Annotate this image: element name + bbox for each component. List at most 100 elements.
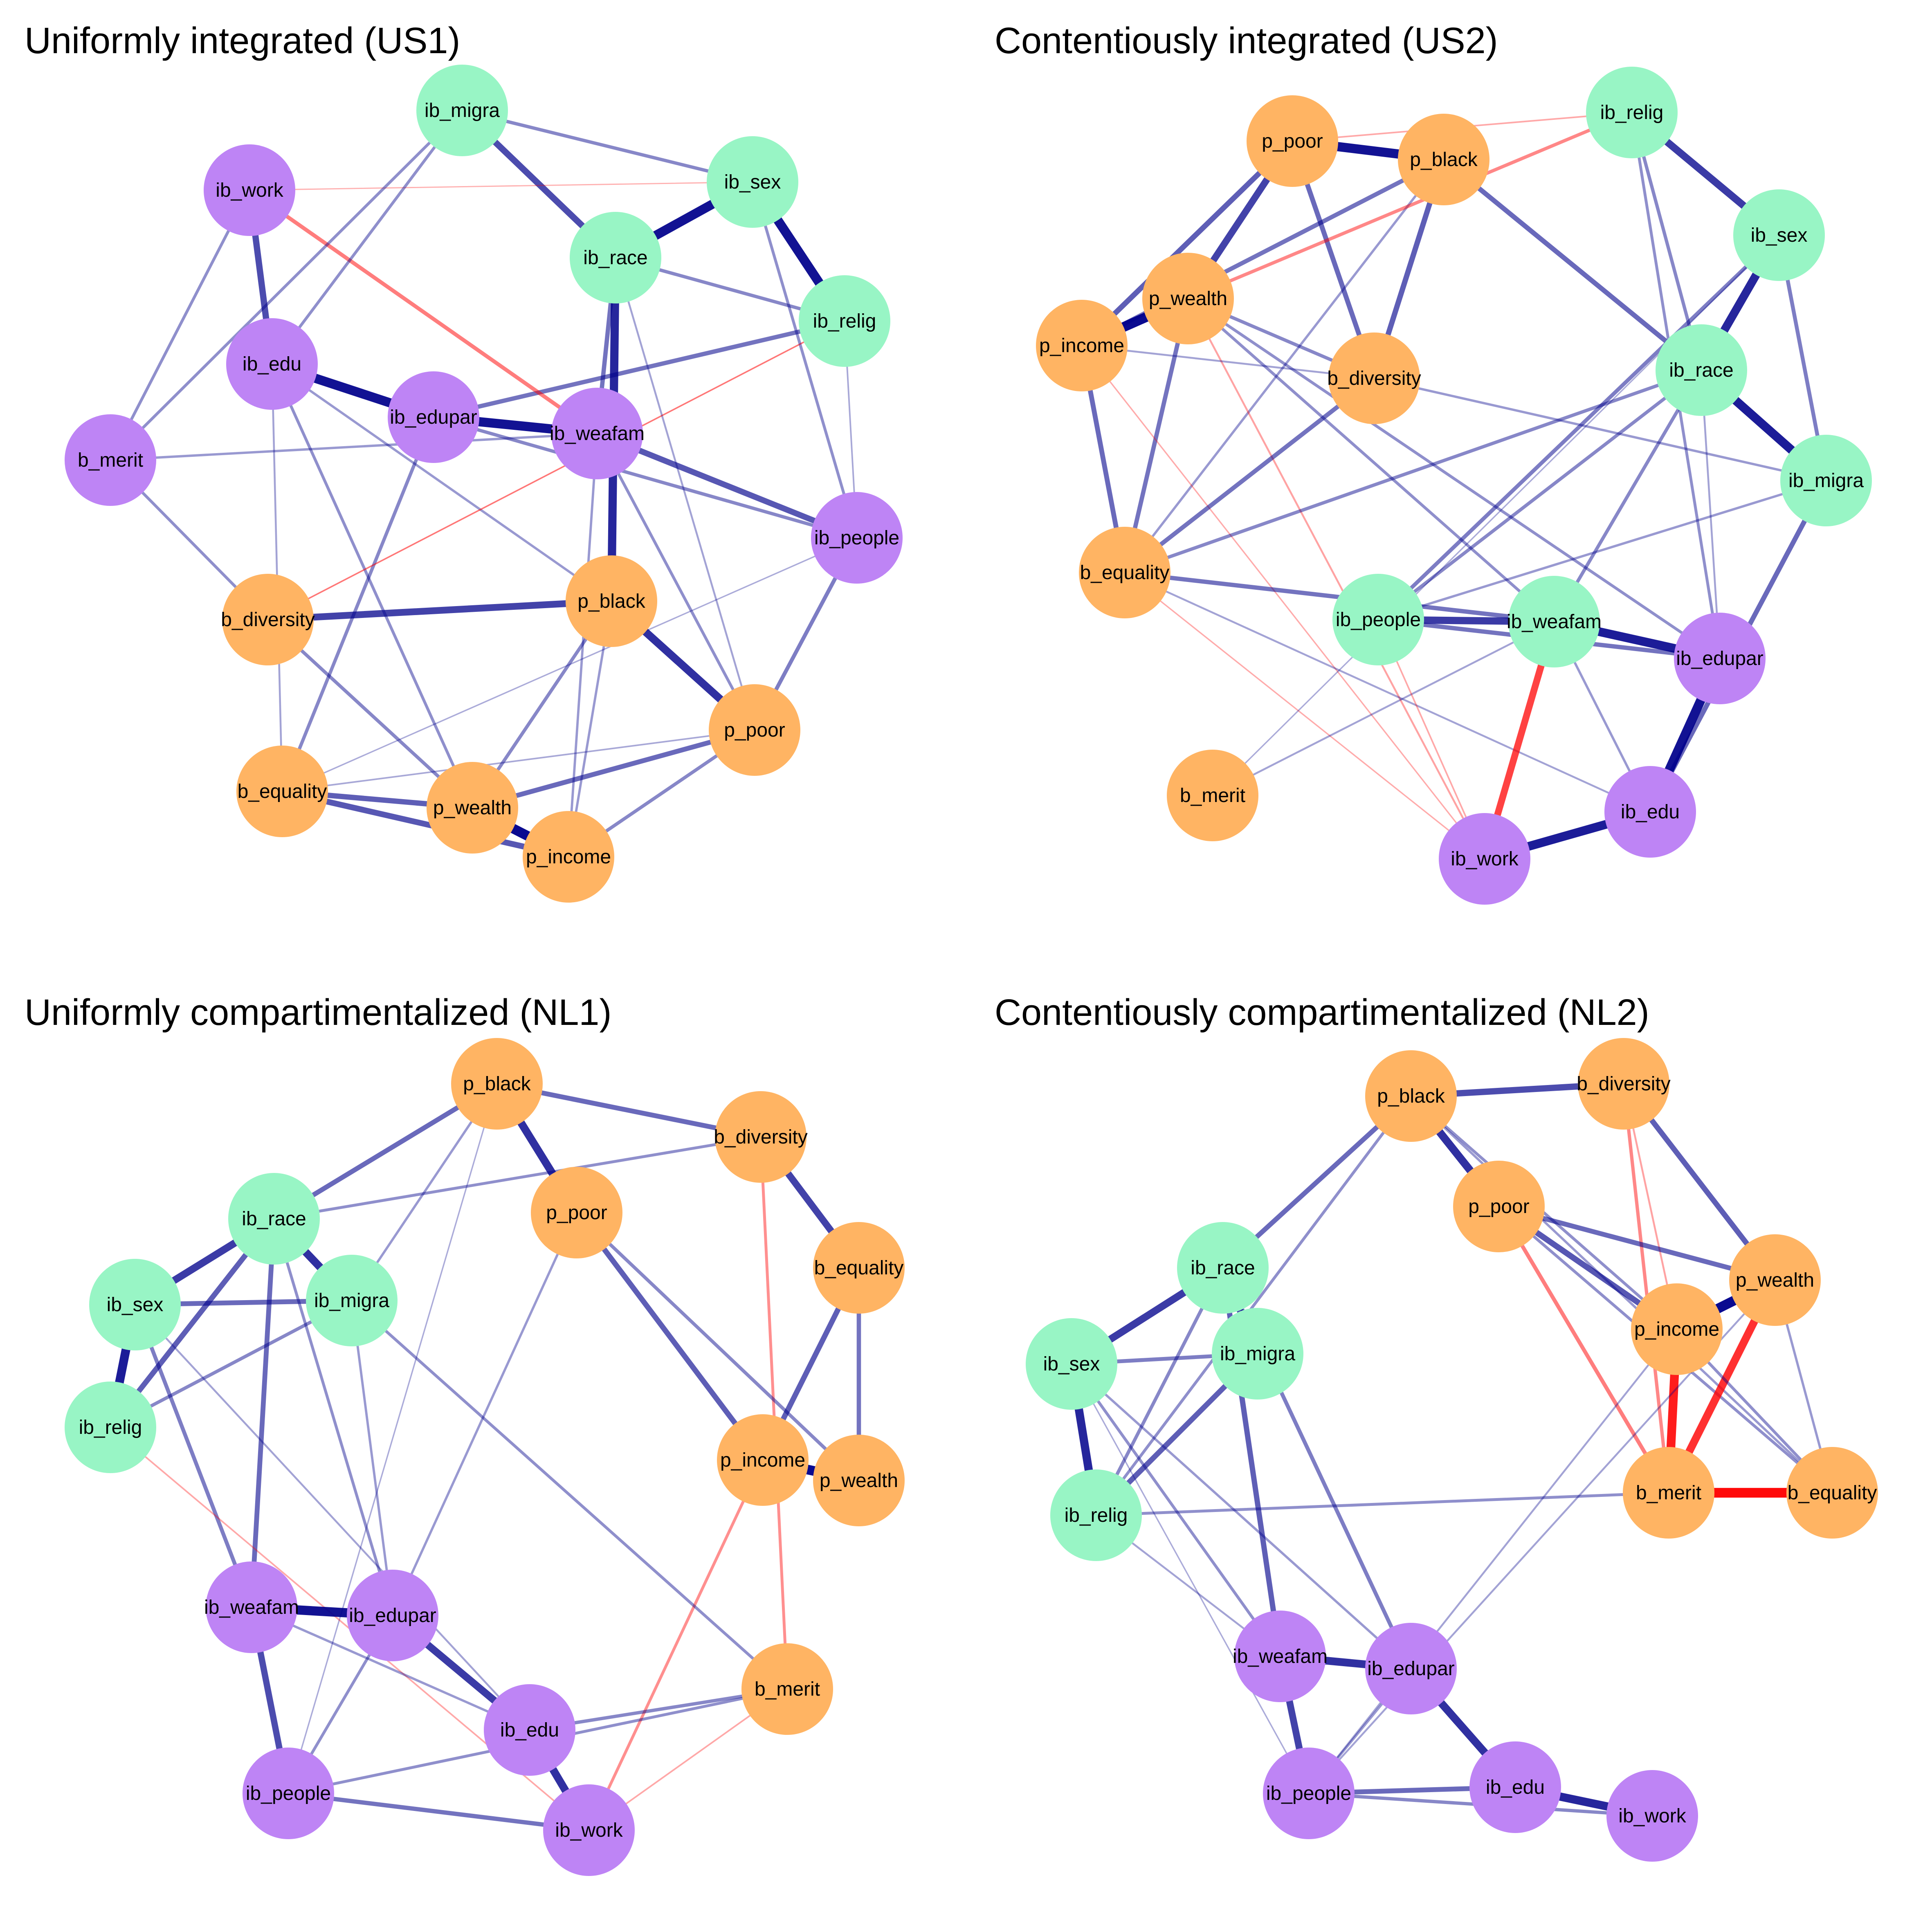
node-label: ib_people [1336,609,1421,631]
edge-ib_sex-ib_weafam [133,1303,254,1609]
node-circle [1453,1161,1545,1252]
node-label: ib_relig [79,1417,142,1438]
edge-b_equality-p_income [279,788,572,860]
node-label: p_black [1410,149,1478,171]
edge-p_poor-b_equality [281,729,755,792]
node-label: p_income [1039,335,1124,357]
node-circle [1036,300,1128,391]
node-p_wealth: p_wealth [1729,1234,1821,1326]
node-label: ib_people [1266,1783,1351,1804]
node-circle [243,1748,334,1839]
edge-p_wealth-ib_edupar [1186,297,1721,660]
edge-ib_migra-ib_people [1377,479,1827,621]
node-p_wealth: p_wealth [1142,253,1234,344]
node-p_income: p_income [717,1414,809,1506]
node-ib_weafam: ib_weafam [1233,1611,1328,1702]
node-layer: p_poor p_black p_wealth p_income b_diversity… [1036,67,1872,905]
node-circle [89,1259,181,1350]
edge-ib_work-ib_weafam [247,188,599,436]
edge-ib_race-ib_relig [1094,1266,1225,1517]
node-label: p_wealth [1736,1269,1814,1291]
node-label: ib_edu [1621,801,1680,823]
node-circle [531,1167,622,1258]
edge-ib_sex-ib_people [1071,1363,1310,1794]
node-circle [236,746,328,837]
node-label: ib_work [1618,1805,1686,1827]
node-ib_people: ib_people [811,492,903,584]
edge-p_poor-b_merit [1497,1204,1671,1495]
node-circle [1586,67,1678,158]
edge-p_poor-p_wealth [470,728,757,810]
edge-ib_people-b_equality [281,537,858,792]
node-label: b_diversity [714,1126,807,1148]
node-label: ib_sex [1043,1353,1100,1375]
edge-b_diversity-ib_relig [267,320,845,620]
edge-ib_migra-b_merit [109,109,464,462]
node-circle [1606,1770,1698,1862]
node-circle [416,65,508,156]
node-ib_weafam: ib_weafam [550,388,645,479]
node-ib_sex: ib_sex [89,1259,181,1350]
node-label: b_merit [755,1678,820,1700]
node-circle [1332,574,1424,665]
node-label: b_diversity [1577,1073,1670,1095]
edge-ib_race-p_poor [614,256,756,731]
edge-ib_edu-p_wealth [270,362,474,809]
node-ib_people: ib_people [1263,1748,1355,1839]
panel-us1: Uniformly integrated (US1) ib_migra ib_se… [25,20,903,903]
node-circle [543,1784,635,1876]
node-circle [484,1684,575,1776]
node-p_black: p_black [1365,1050,1457,1142]
node-p_poor: p_poor [531,1167,622,1258]
node-ib_edupar: ib_edupar [388,371,479,463]
node-ib_work: ib_work [543,1784,635,1876]
node-circle [228,1173,320,1265]
node-label: p_wealth [820,1470,898,1492]
node-ib_race: ib_race [1656,324,1747,416]
panel-nl1: Uniformly compartimentalized (NL1) p_bla… [25,992,905,1876]
node-circle [717,1414,809,1506]
node-label: p_poor [1468,1196,1529,1218]
node-label: ib_sex [1751,225,1808,246]
edge-ib_race-ib_edupar [1700,369,1721,660]
node-ib_people: ib_people [1332,574,1424,665]
edge-layer [1067,1081,1837,1820]
node-label: p_income [526,846,611,868]
node-b_diversity: b_diversity [1577,1038,1671,1130]
edge-ib_race-ib_weafam [1552,368,1703,624]
node-circle [1026,1318,1117,1410]
node-ib_edu: ib_edu [484,1684,575,1776]
edge-p_black-ib_people [288,1083,498,1794]
node-b_diversity: b_diversity [221,574,315,665]
node-label: ib_sex [107,1294,164,1316]
node-label: p_black [1377,1085,1445,1107]
node-circle [347,1570,438,1661]
node-label: ib_edu [1486,1777,1545,1798]
edge-ib_weafam-ib_people [594,430,860,541]
node-label: p_income [720,1449,805,1471]
node-ib_race: ib_race [1177,1222,1269,1314]
node-b_equality: b_equality [236,746,328,837]
node-label: ib_race [583,247,647,269]
edge-p_income-ib_people [1307,1328,1678,1795]
edge-p_income-b_diversity [1081,344,1375,380]
edge-p_wealth-ib_relig [1186,110,1634,301]
node-p_black: p_black [451,1038,543,1130]
edge-ib_weafam-p_poor [595,432,756,732]
node-label: ib_relig [1065,1505,1128,1526]
node-ib_relig: ib_relig [1586,67,1678,158]
node-b_diversity: b_diversity [1327,332,1421,424]
node-p_poor: p_poor [1453,1161,1545,1252]
node-circle [813,1222,905,1314]
edge-ib_migra-ib_edupar [350,1299,394,1617]
node-circle [222,574,314,665]
node-label: b_equality [814,1257,904,1279]
node-circle [1631,1283,1723,1375]
node-ib_relig: ib_relig [65,1382,156,1473]
node-label: ib_work [555,1820,623,1841]
edge-ib_relig-b_diversity [267,320,845,620]
panel-nl2: Contentiously compartimentalized (NL2) p… [995,992,1878,1862]
node-label: ib_work [1451,848,1519,870]
node-ib_relig: ib_relig [1050,1469,1142,1561]
